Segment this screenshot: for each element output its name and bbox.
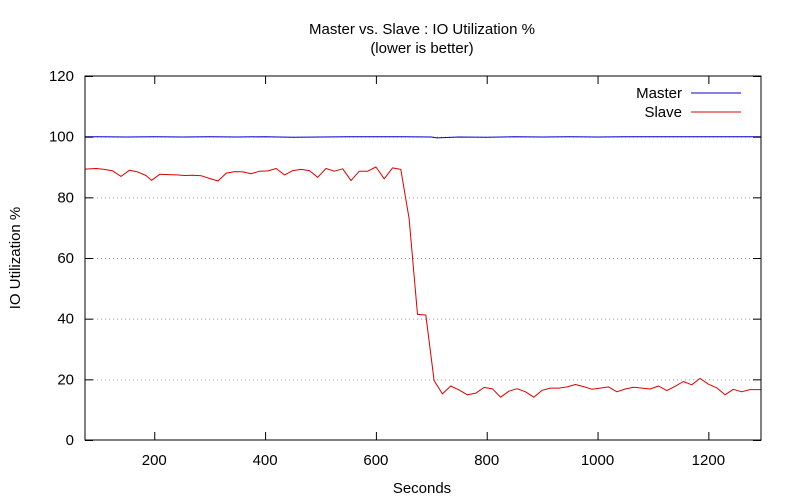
y-tick-label: 120: [49, 68, 74, 85]
y-tick-label: 0: [66, 432, 74, 449]
x-tick-label: 600: [363, 452, 388, 469]
x-tick-label: 1200: [692, 452, 725, 469]
x-axis-label: Seconds: [393, 480, 451, 497]
y-tick-label: 100: [49, 129, 74, 146]
plot-frame: [84, 75, 762, 441]
y-tick-label: 60: [57, 250, 74, 267]
y-axis-label: IO Utilization %: [7, 207, 24, 310]
chart-title: Master vs. Slave : IO Utilization %: [309, 21, 535, 38]
y-tick-label: 20: [57, 371, 74, 388]
y-tick-label: 40: [57, 311, 74, 328]
series-line-slave: [84, 166, 761, 398]
x-tick-label: 1000: [581, 452, 614, 469]
series-lines: [84, 136, 761, 398]
x-tick-label: 400: [253, 452, 278, 469]
chart-subtitle: (lower is better): [370, 40, 473, 57]
x-tick-label: 800: [474, 452, 499, 469]
legend-label-slave: Slave: [644, 104, 682, 121]
y-axis-ticks: 0 20 40 60 80 100 120: [49, 68, 761, 449]
gridlines: [85, 136, 761, 381]
series-line-master: [85, 136, 761, 139]
legend-label-master: Master: [636, 85, 682, 102]
y-tick-label: 80: [57, 189, 74, 206]
x-axis-ticks: 200 400 600 800 1000 1200: [142, 76, 725, 469]
legend: Master Slave: [636, 85, 741, 121]
x-tick-label: 200: [142, 452, 167, 469]
